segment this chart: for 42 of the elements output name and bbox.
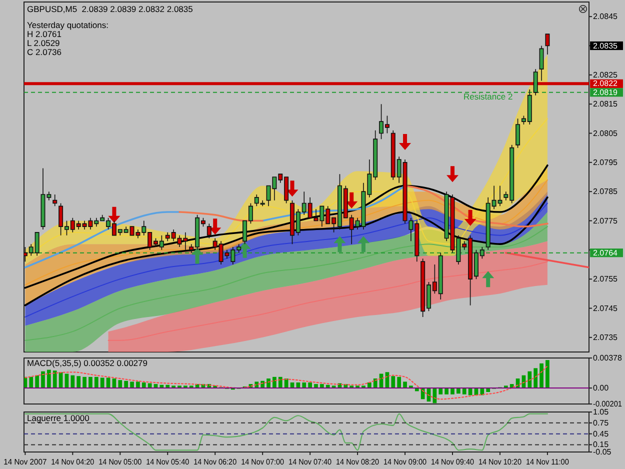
x-tick-label: 14 Nov 06:20 bbox=[194, 458, 242, 466]
y-tick-label: 2.0805 bbox=[593, 128, 618, 138]
y-tick-label: 2.0785 bbox=[593, 187, 618, 196]
x-tick-label: 14 Nov 05:00 bbox=[98, 458, 146, 466]
ref-line-label: 2.0819 bbox=[593, 88, 618, 97]
y-tick-label: 0.15 bbox=[593, 440, 610, 450]
annotation: Resistance 2 bbox=[464, 91, 513, 102]
y-tick-label: 2.0775 bbox=[593, 216, 618, 226]
chart-title: MACD(5,35,5) 0.00352 0.00279 bbox=[27, 358, 148, 368]
x-tick-label: 14 Nov 09:40 bbox=[431, 458, 479, 466]
y-tick-label: 2.0845 bbox=[593, 12, 618, 22]
y-tick-label: 0.00 bbox=[593, 384, 610, 393]
y-tick-label: 2.0835 bbox=[593, 41, 618, 50]
y-tick-label: 2.0795 bbox=[593, 158, 618, 167]
x-tick-label: 14 Nov 11:00 bbox=[526, 458, 573, 466]
x-tick-label: 14 Nov 07:40 bbox=[288, 458, 336, 466]
y-tick-label: 0.75 bbox=[593, 418, 610, 428]
y-tick-label: 1.05 bbox=[593, 408, 610, 416]
x-tick-label: 14 Nov 09:00 bbox=[384, 458, 432, 466]
annotation: Yesterday quotations: bbox=[27, 20, 108, 30]
y-tick-label: 2.0755 bbox=[593, 274, 618, 284]
y-tick-label: 2.0825 bbox=[593, 70, 618, 80]
y-tick-label: 0.45 bbox=[593, 429, 610, 438]
x-tick-label: 14 Nov 2007 bbox=[4, 458, 50, 466]
y-tick-label: 2.0745 bbox=[593, 304, 618, 313]
y-tick-label: 2.0735 bbox=[593, 332, 618, 342]
x-tick-label: 14 Nov 08:20 bbox=[336, 458, 384, 466]
y-tick-label: 2.0815 bbox=[593, 100, 618, 109]
x-tick-label: 14 Nov 05:40 bbox=[146, 458, 194, 466]
ref-line-label: 2.0764 bbox=[593, 248, 618, 258]
chart-title: GBPUSD,M5 2.0839 2.0839 2.0832 2.0835 bbox=[27, 4, 194, 14]
y-tick-label: -0.05 bbox=[593, 448, 612, 456]
x-tick-label: 14 Nov 10:20 bbox=[478, 458, 526, 466]
ref-line-label: 2.0822 bbox=[593, 79, 618, 88]
chart-title: Laguerre 1.0000 bbox=[27, 413, 90, 423]
annotation: L 2.0529 bbox=[27, 38, 60, 48]
x-tick-label: 14 Nov 04:20 bbox=[51, 458, 99, 466]
annotation: C 2.0736 bbox=[27, 47, 62, 57]
x-tick-label: 14 Nov 07:00 bbox=[241, 458, 289, 466]
y-tick-label: 0.00378 bbox=[593, 354, 622, 362]
annotation: H 2.0761 bbox=[27, 29, 62, 39]
y-tick-label: -0.00201 bbox=[593, 400, 625, 408]
